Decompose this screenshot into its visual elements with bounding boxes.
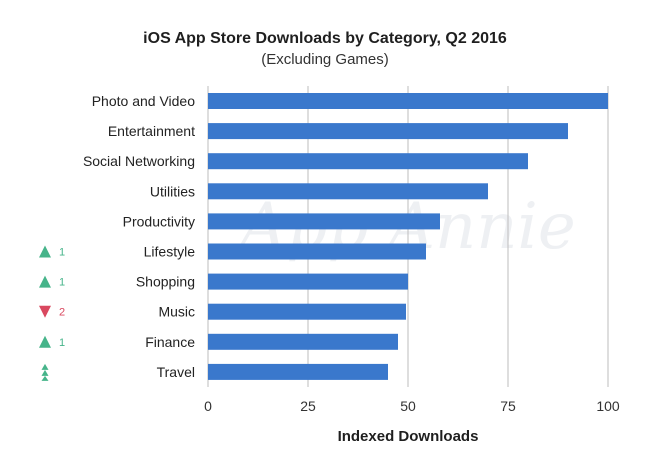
x-tick-label: 100 [596,398,620,414]
x-tick-label: 25 [300,398,316,414]
bar [208,213,440,230]
rank-down-icon [39,305,51,318]
x-tick-label: 75 [500,398,516,414]
x-tick-label: 0 [204,398,212,414]
category-label: Photo and Video [92,93,195,109]
category-label: Finance [145,334,195,350]
rank-up-icon [39,335,51,348]
bar [208,333,398,350]
rank-up-icon [39,245,51,258]
bar [208,273,408,290]
x-tick-labels: 0 25 50 75 100 [204,398,620,414]
category-label: Shopping [136,274,195,290]
x-tick-label: 50 [400,398,416,414]
category-label: Productivity [123,213,195,229]
rank-change-label: 1 [59,277,65,289]
bar [208,93,608,109]
bar [208,363,388,380]
chart-title: iOS App Store Downloads by Category, Q2 … [143,30,507,47]
rank-new-icon-upper [41,363,49,370]
rank-change-label: 1 [59,337,65,349]
bar [208,153,528,170]
rank-new-icon-lower [41,375,49,381]
chart-subtitle: (Excluding Games) [261,51,389,68]
category-label: Music [158,304,195,320]
rank-change-indicators: 1 1 2 1 [39,245,65,381]
category-label: Travel [157,364,195,380]
bar [208,243,426,260]
category-label: Entertainment [108,123,195,139]
category-label: Utilities [150,183,195,199]
category-labels: Photo and Video Entertainment Social Netwo… [83,93,195,380]
x-axis-label: Indexed Downloads [337,428,479,445]
category-label: Social Networking [83,153,195,169]
bar [208,183,488,200]
rank-change-label: 1 [59,247,65,259]
rank-change-label: 2 [59,307,65,319]
bar [208,123,568,140]
rank-new-icon-middle [41,369,49,376]
bar [208,303,406,320]
category-label: Lifestyle [144,244,196,260]
rank-up-icon [39,275,51,288]
bars [208,93,608,380]
